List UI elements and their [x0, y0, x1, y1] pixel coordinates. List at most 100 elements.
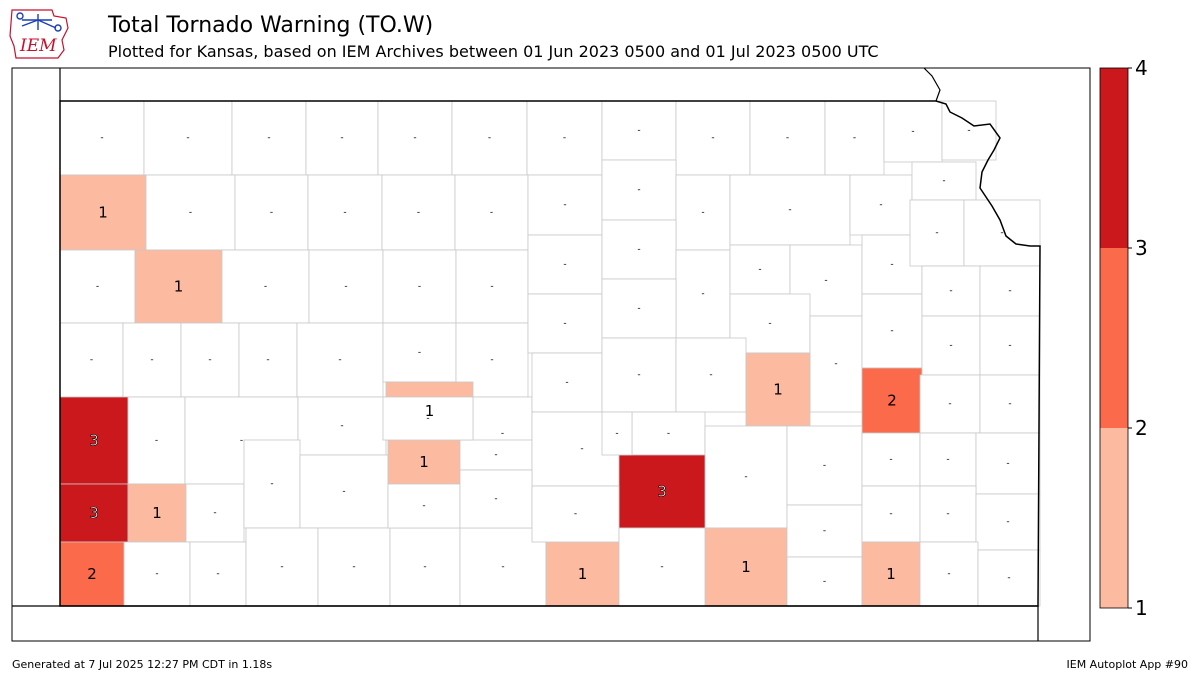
county	[299, 454, 389, 529]
county-missing-label: -	[889, 509, 892, 519]
county-missing-label: -	[96, 282, 99, 292]
county	[975, 432, 1041, 495]
county-missing-label: -	[501, 429, 504, 439]
county-missing-label: -	[413, 133, 416, 143]
county-missing-label: -	[352, 562, 355, 572]
county	[786, 504, 863, 558]
county-missing-label: -	[266, 355, 269, 365]
county-value-label: 3	[89, 504, 99, 522]
county-missing-label: -	[786, 133, 789, 143]
county-value-label: 3	[657, 483, 667, 501]
county-value-label: 1	[741, 558, 751, 576]
county-missing-label: -	[788, 205, 791, 215]
county-missing-label: -	[563, 319, 566, 329]
county-missing-label: -	[150, 355, 153, 365]
county-missing-label: -	[270, 479, 273, 489]
county-missing-label: -	[155, 569, 158, 579]
county-greeley	[134, 249, 223, 324]
county-missing-label: -	[340, 133, 343, 143]
county	[221, 249, 310, 324]
county	[387, 483, 461, 529]
county-missing-label: -	[240, 436, 243, 446]
county-missing-label: -	[565, 378, 568, 388]
county	[601, 337, 677, 413]
county	[919, 432, 977, 487]
county-missing-label: -	[1006, 517, 1009, 527]
colorbar-tick-label: 3	[1135, 236, 1148, 260]
county	[455, 249, 529, 324]
county-missing-label: -	[1007, 573, 1010, 583]
county-missing-label: -	[1008, 286, 1011, 296]
county-missing-label: -	[946, 509, 949, 519]
county-missing-label: -	[563, 260, 566, 270]
county-missing-label: -	[418, 348, 421, 358]
county-value-label: 1	[152, 504, 162, 522]
county-missing-label: -	[768, 319, 771, 329]
county-sherman	[59, 174, 147, 251]
county-missing-label: -	[949, 286, 952, 296]
county-missing-label: -	[490, 208, 493, 218]
county	[861, 293, 923, 369]
county	[451, 100, 528, 176]
county-missing-label: -	[637, 126, 640, 136]
county-missing-label: -	[949, 341, 952, 351]
county	[59, 322, 124, 398]
county	[377, 100, 453, 176]
county	[729, 174, 851, 246]
county	[849, 174, 913, 236]
county	[296, 322, 384, 398]
county	[919, 541, 979, 607]
colorbar-frame	[1099, 67, 1129, 609]
county	[911, 161, 977, 201]
county	[977, 549, 1041, 607]
county	[59, 249, 136, 324]
county	[243, 439, 301, 529]
county	[601, 278, 677, 339]
county-missing-label: -	[947, 569, 950, 579]
county	[381, 174, 456, 251]
county-missing-label: -	[889, 455, 892, 465]
county-missing-label: -	[701, 208, 704, 218]
county-missing-label: -	[267, 133, 270, 143]
county-value-label: 3	[89, 432, 99, 450]
county	[382, 396, 474, 441]
county	[963, 199, 1041, 267]
county-edwards	[387, 439, 461, 485]
county-missing-label: -	[758, 265, 761, 275]
county-missing-label: -	[418, 282, 421, 292]
county-missing-label: -	[208, 355, 211, 365]
county-cowley	[704, 527, 788, 607]
county-missing-label: -	[90, 355, 93, 365]
county	[459, 469, 533, 529]
county-missing-label: -	[490, 282, 493, 292]
county	[675, 337, 747, 413]
county-missing-label: -	[890, 260, 893, 270]
county-missing-label: -	[270, 208, 273, 218]
county-missing-label: -	[344, 282, 347, 292]
logo-text: IEM	[20, 36, 57, 56]
county-missing-label: -	[615, 429, 618, 439]
county-missing-label: -	[709, 370, 712, 380]
county-missing-label: -	[701, 289, 704, 299]
county-missing-label: -	[660, 562, 663, 572]
county-morton	[59, 541, 125, 607]
colorbar-segment	[1100, 68, 1128, 248]
county-value-label: 1	[419, 453, 429, 471]
county-missing-label: -	[824, 276, 827, 286]
county	[979, 374, 1041, 434]
county-missing-label: -	[637, 304, 640, 314]
county	[317, 527, 391, 607]
county	[921, 315, 981, 376]
county	[459, 439, 533, 471]
county-layer	[59, 100, 1041, 607]
county	[185, 483, 245, 543]
county	[749, 100, 826, 176]
county-missing-label: -	[280, 562, 283, 572]
county-sedgwick	[861, 367, 923, 434]
county-value-label: 1	[174, 278, 184, 296]
map-subtitle: Plotted for Kansas, based on IEM Archive…	[108, 42, 879, 61]
county-missing-label: -	[423, 562, 426, 572]
iem-logo: IEM	[8, 6, 78, 62]
county-missing-label: -	[343, 208, 346, 218]
